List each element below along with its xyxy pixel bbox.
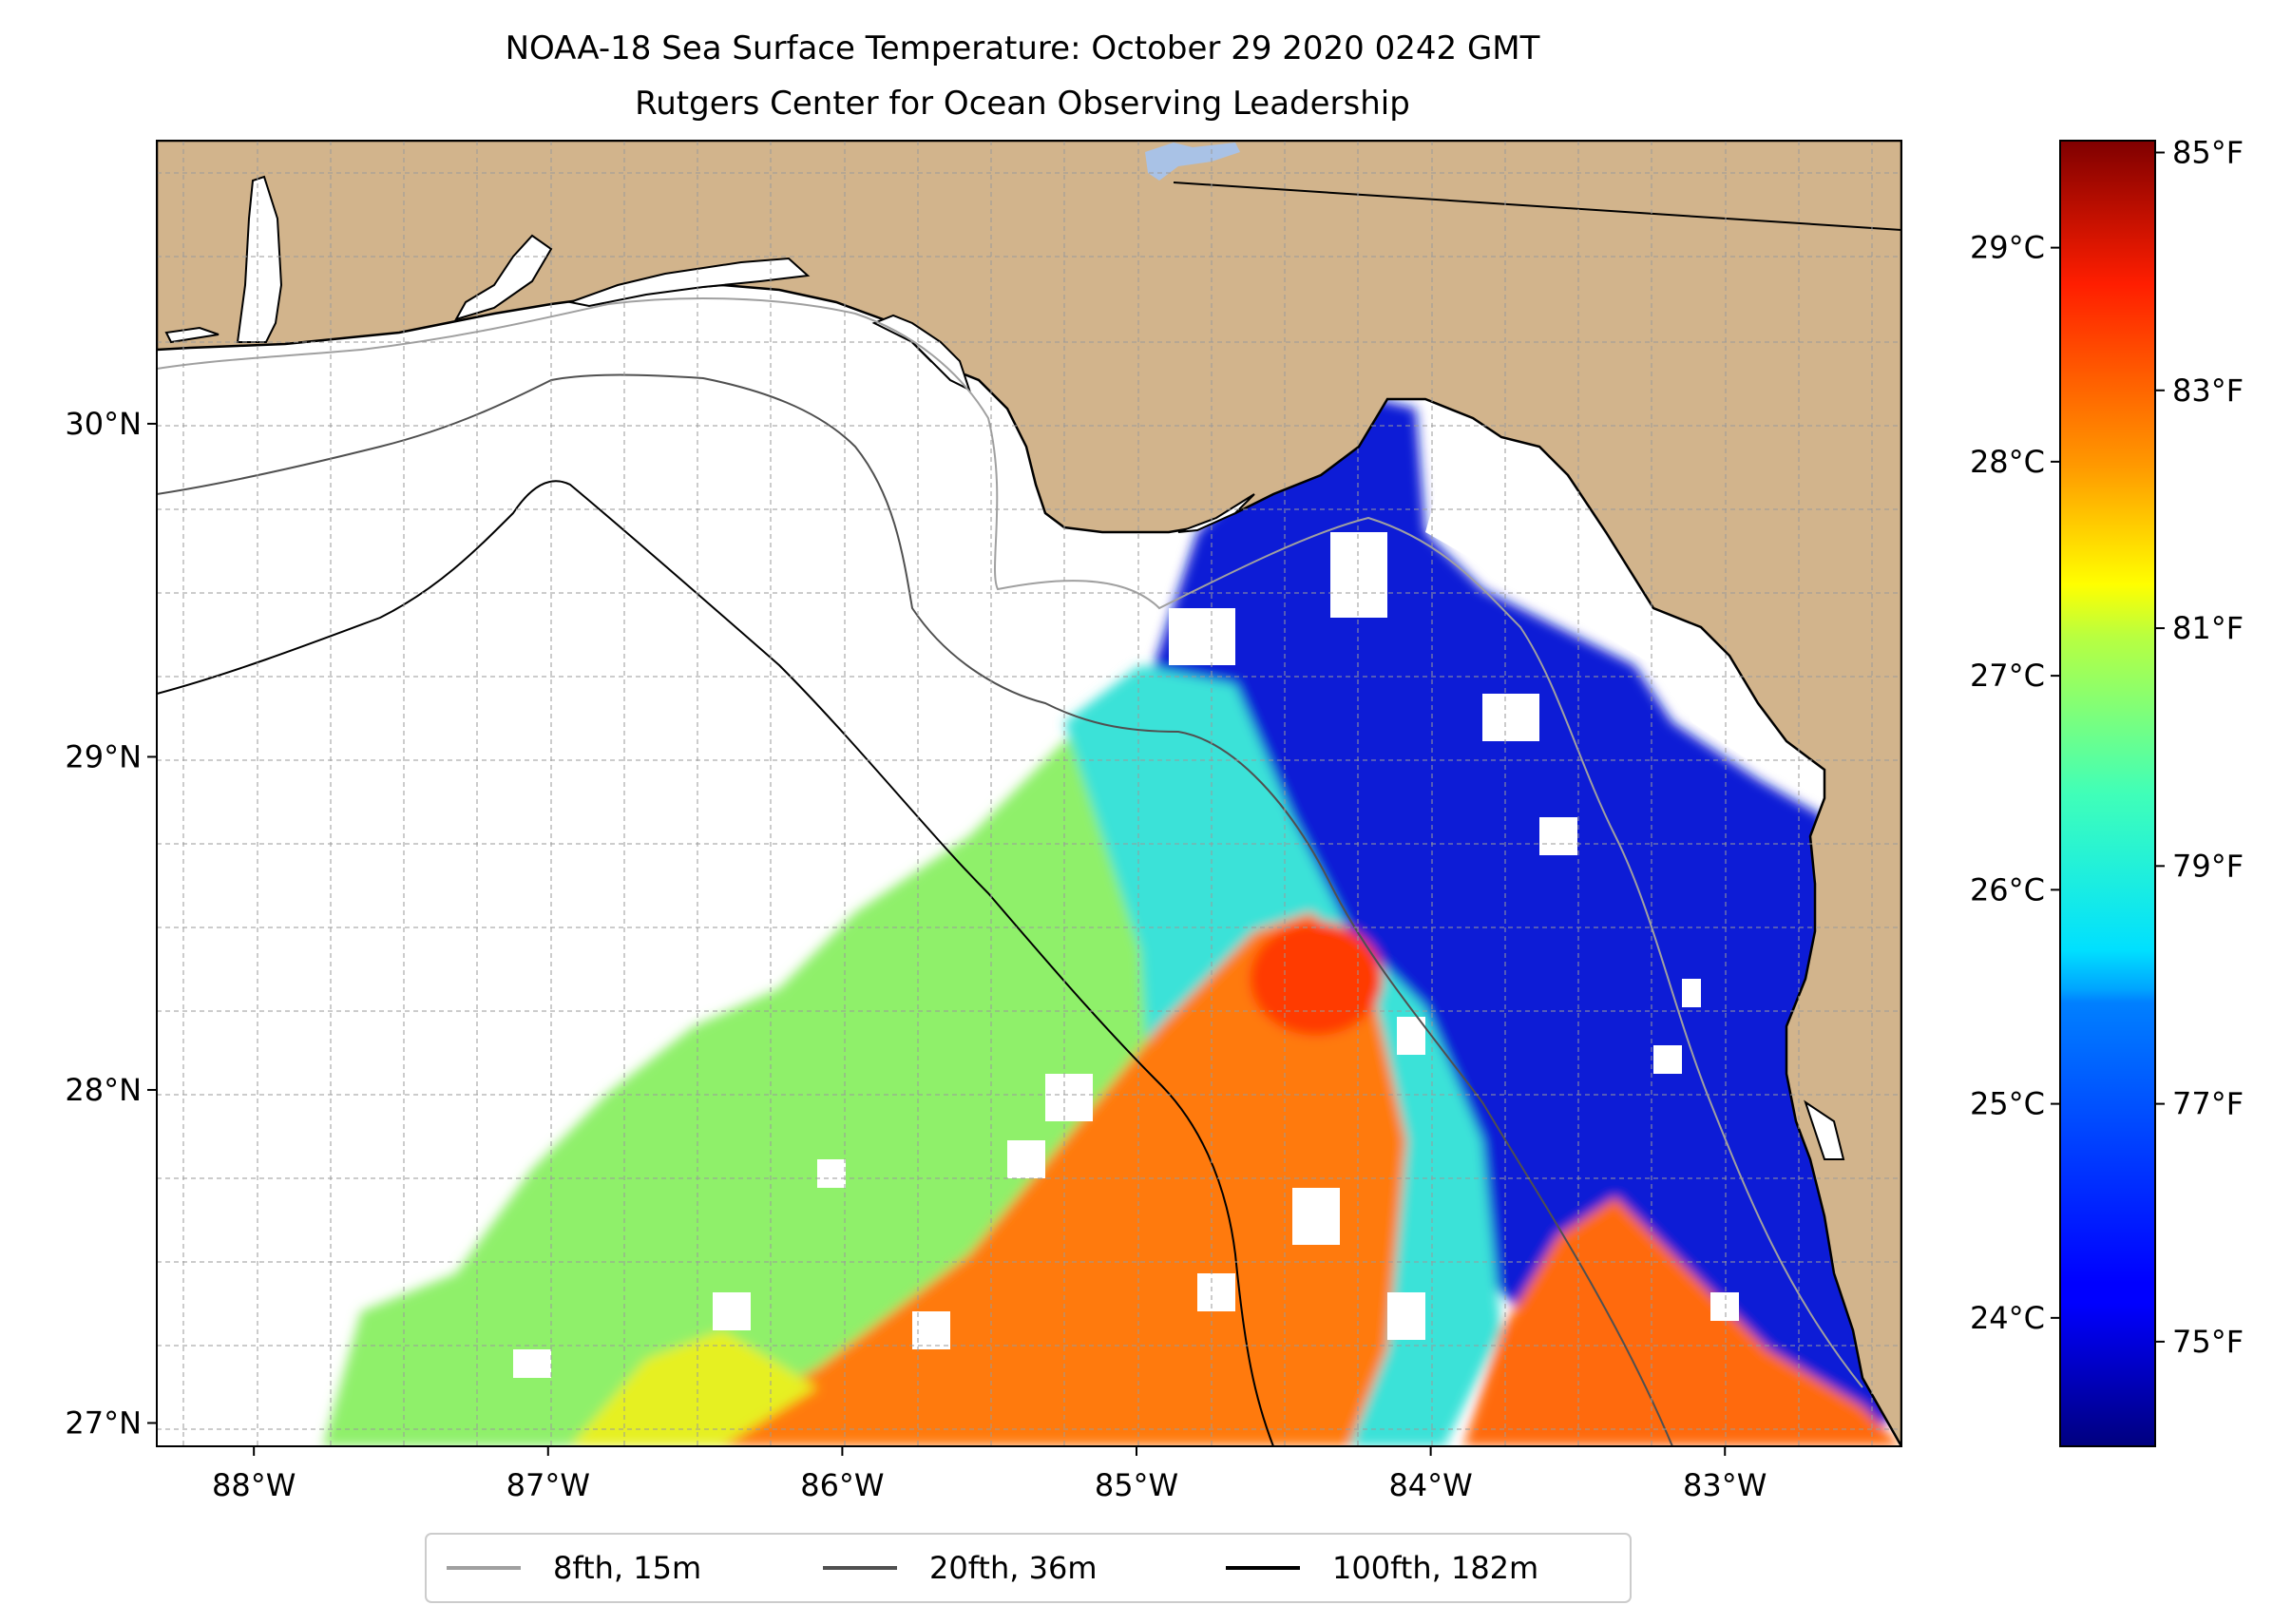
gridlines	[157, 141, 1901, 1446]
sst-warm-east	[1463, 1197, 1901, 1446]
lon-tick-label: 85°W	[1095, 1467, 1178, 1503]
celsius-tick-label: 29°C	[1970, 230, 2045, 266]
fahrenheit-tick-label: 85°F	[2172, 135, 2244, 171]
lon-tick-label: 88°W	[212, 1467, 296, 1503]
celsius-tick-label: 28°C	[1970, 444, 2045, 480]
latitude-ticks: 27°N 28°N 29°N 30°N	[65, 406, 157, 1441]
sst-yellow-south	[570, 1330, 817, 1446]
lat-tick-label: 29°N	[65, 738, 142, 774]
title-line-2: Rutgers Center for Ocean Observing Leade…	[635, 85, 1410, 123]
lon-tick-label: 87°W	[506, 1467, 590, 1503]
colorbar-fahrenheit-ticks: 75°F 77°F 79°F 81°F 83°F 85°F	[2155, 135, 2244, 1360]
legend-item-100fth: 100fth, 182m	[1226, 1550, 1538, 1586]
fahrenheit-tick-label: 83°F	[2172, 373, 2244, 409]
colorbar-gradient	[2059, 140, 2156, 1447]
lake	[1145, 143, 1240, 181]
sst-field	[323, 399, 1901, 1446]
lon-tick-label: 86°W	[800, 1467, 884, 1503]
colorbar-celsius-ticks: 24°C 25°C 26°C 27°C 28°C 29°C	[1970, 230, 2060, 1336]
legend-label-8fth: 8fth, 15m	[553, 1550, 701, 1586]
legend-label-20fth: 20fth, 36m	[929, 1550, 1097, 1586]
lat-tick-label: 27°N	[65, 1404, 142, 1441]
sst-hot-spot	[1250, 922, 1383, 1036]
lat-tick-label: 30°N	[65, 406, 142, 442]
celsius-tick-label: 25°C	[1970, 1086, 2045, 1122]
fahrenheit-tick-label: 77°F	[2172, 1086, 2244, 1122]
legend: 8fth, 15m 20fth, 36m 100fth, 182m	[425, 1533, 1632, 1603]
contour-36m	[157, 373, 1673, 1446]
state-border	[1173, 182, 1901, 231]
celsius-tick-label: 26°C	[1970, 871, 2045, 908]
title-line-1: NOAA-18 Sea Surface Temperature: October…	[506, 29, 1540, 67]
fahrenheit-tick-label: 81°F	[2172, 610, 2244, 646]
longitude-ticks: 88°W 87°W 86°W 85°W 84°W 83°W	[212, 1446, 1767, 1503]
sst-cold-band-north	[1093, 399, 1901, 1446]
map-frame	[156, 140, 1902, 1447]
legend-item-8fth: 8fth, 15m	[447, 1550, 701, 1586]
celsius-tick-label: 27°C	[1970, 658, 2045, 694]
sst-cold-patch-east	[1577, 855, 1729, 1140]
fahrenheit-tick-label: 79°F	[2172, 848, 2244, 884]
legend-box	[425, 1533, 1632, 1603]
legend-item-20fth: 20fth, 36m	[823, 1550, 1097, 1586]
fahrenheit-tick-label: 75°F	[2172, 1324, 2244, 1360]
lon-tick-label: 83°W	[1683, 1467, 1767, 1503]
map-panel	[157, 141, 1901, 1446]
contour-15m	[157, 297, 1863, 1388]
contour-182m	[157, 480, 1274, 1446]
lon-tick-label: 84°W	[1388, 1467, 1472, 1503]
legend-label-100fth: 100fth, 182m	[1332, 1550, 1538, 1586]
sst-warm-core	[665, 912, 1406, 1446]
lat-tick-label: 28°N	[65, 1072, 142, 1108]
colorbar: 24°C 25°C 26°C 27°C 28°C 29°C 75°F 77°F 79°F 81°…	[1970, 135, 2244, 1447]
celsius-tick-label: 24°C	[1970, 1300, 2045, 1336]
